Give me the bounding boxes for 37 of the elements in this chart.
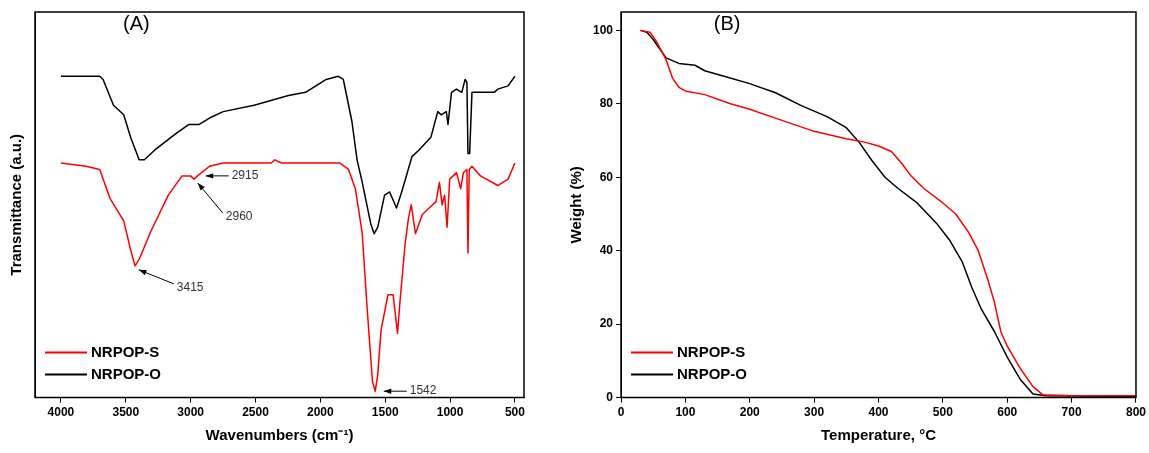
x-axis-title: Temperature, °C: [821, 426, 937, 444]
x-tick-label: 2000: [307, 405, 335, 420]
y-axis-title: Transmittance (a.u.): [7, 133, 25, 276]
chart-title: (B): [713, 11, 741, 34]
legend-label: NRPOP-S: [677, 342, 746, 360]
annotation: 1542: [409, 383, 437, 398]
x-tick-label: 3000: [177, 405, 205, 420]
x-tick-label: 100: [675, 405, 696, 420]
x-tick-label: 600: [997, 405, 1018, 420]
x-tick-label: 200: [739, 405, 761, 420]
y-tick-label: 80: [599, 96, 614, 111]
x-tick-label: 3500: [112, 405, 140, 420]
x-tick-label: 700: [1061, 405, 1082, 420]
x-tick-label: 800: [1125, 405, 1147, 420]
y-tick-label: 60: [599, 169, 614, 184]
legend-label: NRPOP-O: [677, 364, 748, 382]
x-tick-label: 500: [932, 405, 954, 420]
y-axis-title: Weight (%): [567, 166, 585, 244]
y-tick-label: 0: [606, 389, 614, 404]
x-axis-title: Wavenumbers (cm⁻¹): [205, 426, 354, 444]
x-tick-label: 4000: [47, 405, 75, 420]
y-tick-label: 20: [599, 316, 614, 331]
x-tick-label: 1500: [371, 405, 399, 420]
x-tick-label: 2500: [242, 405, 270, 420]
y-tick-label: 40: [599, 243, 614, 258]
x-tick-label: 0: [617, 405, 625, 420]
annotation: 2960: [225, 209, 253, 224]
x-tick-label: 500: [504, 405, 526, 420]
y-tick-label: 100: [592, 22, 614, 37]
annotation: 3415: [176, 280, 204, 295]
x-tick-label: 400: [868, 405, 889, 420]
chart-title: (A): [123, 11, 150, 34]
x-tick-label: 1000: [436, 405, 464, 420]
legend-label: NRPOP-O: [91, 364, 162, 382]
annotation: 2915: [231, 168, 259, 183]
legend-label: NRPOP-S: [91, 342, 160, 360]
x-tick-label: 300: [804, 405, 825, 420]
